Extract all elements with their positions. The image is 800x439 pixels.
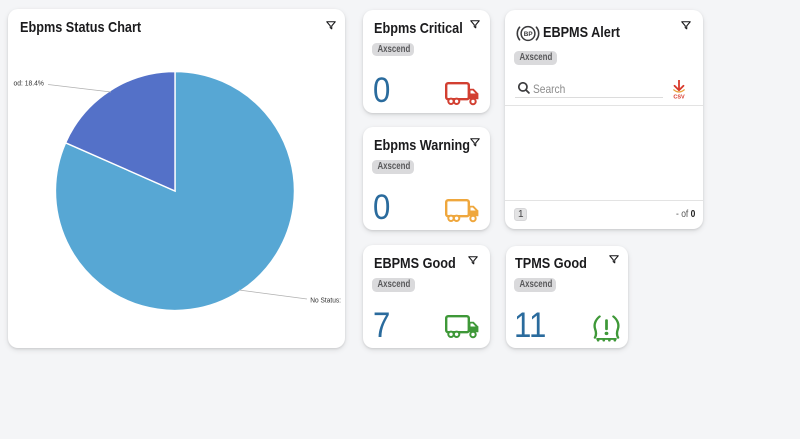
svg-text:BP: BP (524, 30, 534, 37)
svg-text:od: 18.4%: od: 18.4% (14, 79, 45, 88)
svg-text:CSV: CSV (673, 94, 685, 100)
svg-text:No Status:: No Status: (310, 296, 341, 305)
